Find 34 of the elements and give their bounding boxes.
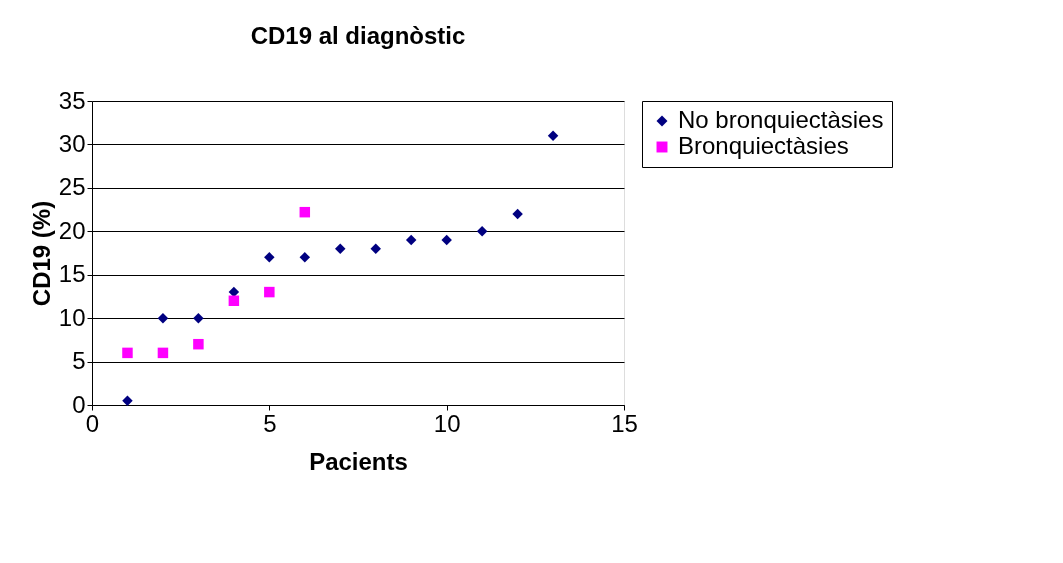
y-tick-label: 5 [72,347,86,375]
point [547,130,559,141]
point [157,347,169,359]
point [193,312,204,324]
y-axis-title: CD19 (%) [27,200,55,307]
point [299,206,311,218]
point [441,234,452,246]
legend-label: Bronquiectàsies [678,132,849,159]
point [193,338,204,350]
y-tick-label: 15 [58,260,86,288]
x-tick-label: 15 [611,409,638,437]
legend-label: No bronquiectàsies [678,106,884,133]
point [264,252,275,263]
point [228,295,240,307]
point [335,243,346,254]
point [157,312,169,324]
x-axis-title: Pacients [309,447,408,475]
y-tick-label: 30 [58,129,86,157]
y-tick-label: 35 [58,86,86,114]
y-tick-label: 25 [58,173,86,201]
point [405,234,417,246]
y-tick-label: 10 [58,303,86,331]
chart-title: CD19 al diagnòstic [250,22,466,49]
point [264,286,275,298]
point [299,252,311,263]
x-tick-label: 5 [263,409,277,437]
y-tick-label: 0 [72,390,86,418]
point [476,226,488,237]
point [370,243,381,254]
point [122,395,133,406]
point [122,347,133,359]
point [512,208,523,220]
y-tick-label: 20 [58,216,86,244]
x-tick-label: 10 [433,409,461,437]
